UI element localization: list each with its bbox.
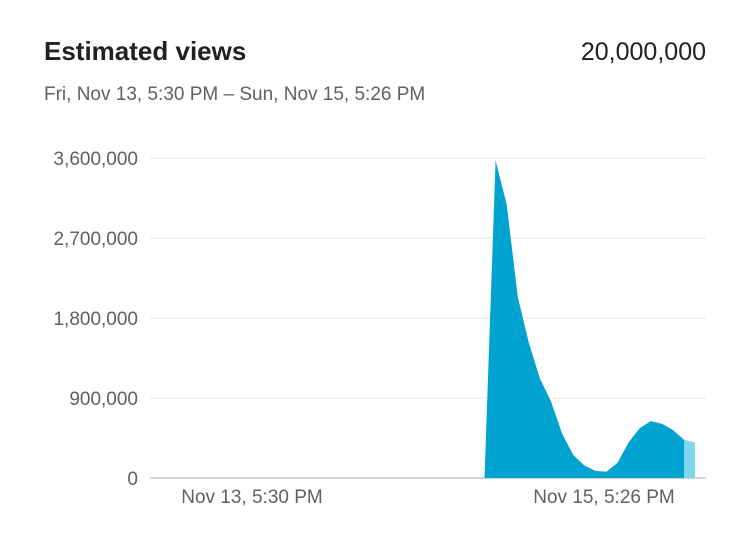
x-tick-label: Nov 15, 5:26 PM [533,487,675,508]
views-area [484,160,684,478]
total-views-value: 20,000,000 [580,38,706,66]
axis-layer: 0 900,000 1,800,000 2,700,000 3,600,000 Nov 1… [53,149,674,508]
y-tick-label: 3,600,000 [53,149,138,170]
y-tick-label: 1,800,000 [53,309,138,330]
area-layer [484,160,695,478]
y-tick-label: 900,000 [69,389,138,410]
views-area-partial [684,439,695,478]
date-range: Fri, Nov 13, 5:30 PM – Sun, Nov 15, 5:26… [44,84,426,105]
x-tick-label: Nov 13, 5:30 PM [181,487,323,508]
grid-layer [150,157,706,479]
y-tick-label: 2,700,000 [53,229,138,250]
y-tick-label: 0 [127,469,138,490]
chart-title: Estimated views [44,36,247,66]
